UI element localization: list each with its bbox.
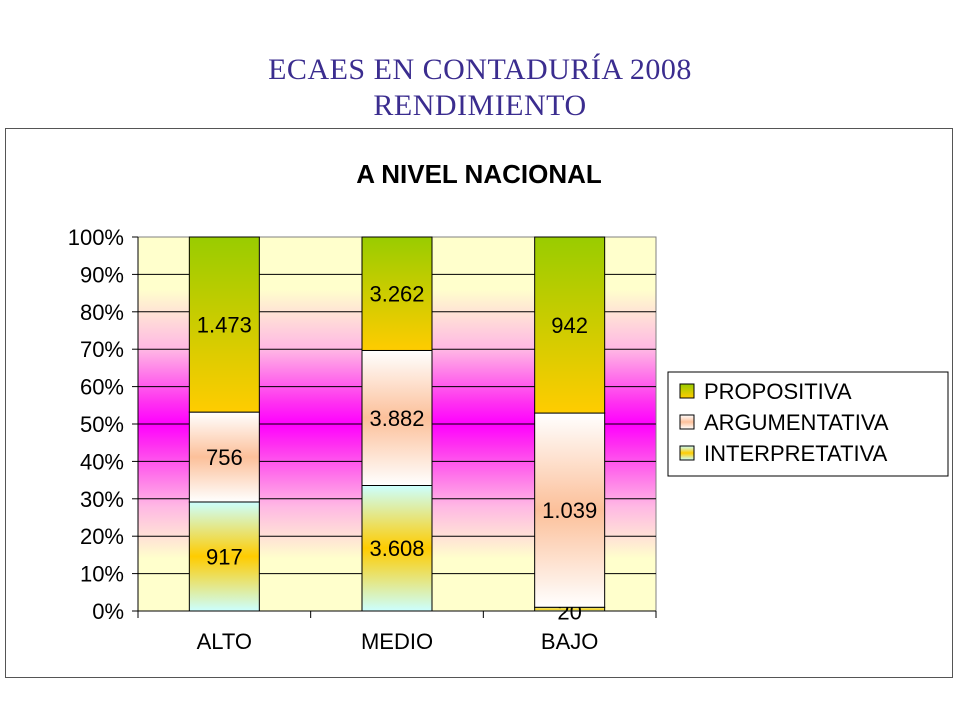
data-label: 3.262 [369,282,424,307]
legend: PROPOSITIVA ARGUMENTATIVA INTERPRETATIVA [667,371,949,477]
bar-segment-propositiva [188,236,260,413]
y-tick-label: 100% [68,225,124,250]
legend-swatch-interpretativa [679,445,695,461]
y-tick-label: 0% [92,599,124,624]
x-tick-label: ALTO [197,629,252,654]
legend-swatch-propositiva [679,383,695,399]
legend-label-propositiva: PROPOSITIVA [704,379,852,404]
bar-segment-interpretativa [188,501,260,612]
bar-segment-argumentativa [534,412,606,608]
chart-title: A NIVEL NACIONAL [356,159,602,189]
bar-segment-propositiva [361,236,433,351]
chart-frame: A NIVEL NACIONAL 0% 10% 20% 30% 40% 50% 60% 70%… [5,128,953,678]
legend-label-interpretativa: INTERPRETATIVA [704,441,888,466]
legend-swatch-argumentativa [679,414,695,430]
bar-segment-propositiva [534,236,606,414]
data-label: 1.473 [197,313,252,338]
data-label: 942 [551,313,588,338]
y-tick-label: 90% [80,262,124,287]
y-tick-label: 60% [80,375,124,400]
data-label: 756 [206,445,243,470]
legend-label-argumentativa: ARGUMENTATIVA [704,410,889,435]
data-label: 3.882 [369,406,424,431]
y-tick-label: 20% [80,524,124,549]
y-tick-label: 40% [80,449,124,474]
y-tick-label: 10% [80,562,124,587]
y-tick-label: 70% [80,337,124,362]
bar-segment-argumentativa [361,349,433,486]
y-tick-label: 30% [80,487,124,512]
data-label: 917 [206,544,243,569]
y-tick-label: 50% [80,412,124,437]
y-axis: 0% 10% 20% 30% 40% 50% 60% 70% 80% 90% 100% [68,225,139,624]
stacked-bar-chart: A NIVEL NACIONAL 0% 10% 20% 30% 40% 50% 60% 70%… [68,159,949,654]
x-tick-label: MEDIO [361,629,433,654]
slide-title: ECAES EN CONTADURÍA 2008 [268,53,692,86]
legend-box [667,371,949,477]
y-tick-label: 80% [80,300,124,325]
data-label: 3.608 [369,536,424,561]
x-tick-label: BAJO [541,629,598,654]
bar-segment-argumentativa [188,411,260,503]
data-label: 1.039 [542,498,597,523]
slide-subtitle: RENDIMIENTO [373,89,587,122]
